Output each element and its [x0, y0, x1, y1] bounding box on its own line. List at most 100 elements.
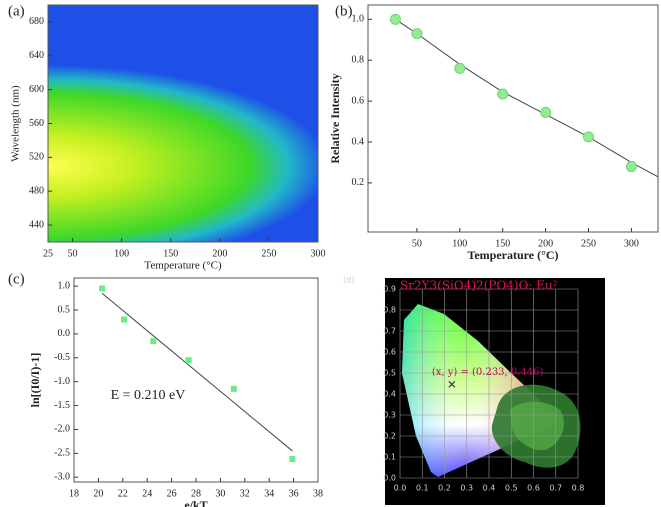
y-tick-label: 0.2 — [352, 177, 365, 188]
x-tick-label: 30 — [215, 488, 225, 499]
y-tick-label: 0.4 — [352, 136, 365, 147]
x-tick-label: 28 — [191, 488, 201, 499]
data-point — [121, 316, 128, 323]
y-tick-label: 440 — [29, 219, 44, 230]
y-tick-label: 0.6 — [383, 348, 396, 357]
x-tick-label: 26 — [167, 488, 177, 499]
x-tick-label: 0.6 — [527, 484, 540, 493]
data-point — [185, 357, 192, 364]
x-tick-label: 24 — [142, 488, 152, 499]
y-tick-label: 560 — [29, 118, 44, 129]
y-tick-label: 640 — [29, 50, 44, 61]
sample-photo-highlight — [510, 401, 565, 451]
y-tick-label: 0.6 — [352, 95, 365, 106]
y-tick-label: -1.0 — [54, 376, 70, 387]
y-axis-label: Wavelength (nm) — [10, 85, 22, 162]
y-tick-label: -2.0 — [54, 424, 70, 435]
y-tick-label: 520 — [29, 152, 44, 163]
plot-frame — [73, 277, 319, 483]
y-tick-label: 0.0 — [58, 328, 71, 339]
panel-b: (b) 50 100 150 200 250 300 0.2 0.4 0.6 0.8 1.0 Tempe… — [328, 3, 659, 262]
x-tick-label: 32 — [240, 488, 250, 499]
data-point — [289, 456, 296, 463]
y-tick-label: -2.5 — [54, 448, 70, 459]
x-tick-label: 200 — [538, 238, 553, 249]
x-tick-label: 34 — [264, 488, 274, 499]
y-tick-label: 0.5 — [58, 304, 71, 315]
x-tick-label: 0.3 — [460, 484, 473, 493]
x-tick-label: 200 — [212, 248, 227, 259]
x-axis-label: e/kT — [184, 498, 207, 507]
plot-frame — [367, 4, 659, 233]
x-axis-label: Temperature (°C) — [144, 260, 222, 272]
annotation: (x, y) = (0.233, 0.446) — [432, 367, 544, 378]
data-point — [540, 106, 552, 118]
y-tick-label: -3.0 — [54, 472, 70, 483]
data-point — [454, 62, 466, 74]
y-tick-label: 0.0 — [383, 474, 396, 483]
y-tick-label: 600 — [29, 84, 44, 95]
chromaticity-point — [448, 380, 456, 388]
y-tick-label: 0.2 — [383, 432, 396, 441]
x-tick-label: 0.4 — [483, 484, 496, 493]
panel-label: (a) — [8, 3, 25, 19]
x-tick-label: 0.0 — [394, 484, 407, 493]
x-tick-label: 150 — [495, 238, 510, 249]
x-tick-label: 36 — [289, 488, 299, 499]
x-tick-label: 18 — [69, 488, 79, 499]
data-point — [497, 88, 509, 100]
x-tick-label: 300 — [624, 238, 639, 249]
y-tick-label: 0.8 — [352, 55, 365, 66]
panel-label: (d) — [343, 276, 354, 285]
fit-line — [395, 18, 659, 178]
y-tick-label: 1.0 — [58, 280, 71, 291]
y-tick-label: 0.3 — [383, 411, 396, 420]
y-tick-label: 0.8 — [383, 306, 396, 315]
x-tick-label: 0.8 — [572, 484, 585, 493]
y-tick-label: -0.5 — [54, 352, 70, 363]
heatmap-field — [48, 5, 318, 242]
data-point — [230, 385, 237, 392]
plot-frame — [47, 4, 319, 243]
y-axis-label: ln[(I0/I)-1] — [28, 353, 42, 408]
y-tick-label: 680 — [29, 16, 44, 27]
x-tick-label: 250 — [261, 248, 276, 259]
y-tick-label: 0.5 — [383, 369, 396, 378]
x-tick-label: 0.7 — [549, 484, 562, 493]
x-tick-label: 300 — [311, 248, 326, 259]
data-point — [150, 338, 157, 345]
y-axis-label: Relative Intensity — [328, 73, 342, 163]
x-tick-label: 20 — [93, 488, 103, 499]
x-tick-label: 250 — [581, 238, 596, 249]
x-tick-label: 0.5 — [505, 484, 518, 493]
y-tick-label: 0.9 — [383, 285, 396, 294]
x-tick-label: 150 — [163, 248, 178, 259]
data-point — [583, 131, 595, 143]
x-tick-label: 50 — [412, 238, 422, 249]
x-tick-label: 100 — [114, 248, 129, 259]
x-axis-label: Temperature (°C) — [467, 248, 558, 262]
panel-label: (c) — [8, 271, 25, 287]
panel-label: (b) — [335, 3, 353, 19]
data-point — [389, 13, 401, 25]
data-point — [625, 161, 637, 173]
x-tick-label: 100 — [452, 238, 467, 249]
y-tick-label: 0.1 — [383, 453, 396, 462]
y-tick-label: -1.5 — [54, 400, 70, 411]
x-tick-label: 38 — [313, 488, 323, 499]
fit-line — [101, 292, 293, 452]
panel-c: (c) 18 20 22 24 26 28 30 32 34 36 38 -3.0 -2.5 -2.0 -1.… — [8, 271, 323, 507]
y-tick-label: 0.4 — [383, 390, 396, 399]
y-tick-label: 480 — [29, 186, 44, 197]
x-tick-label: 0.1 — [416, 484, 429, 493]
annotation: E = 0.210 eV — [111, 388, 186, 403]
x-tick-label: 0.2 — [438, 484, 451, 493]
x-tick-label: 25 — [43, 248, 53, 259]
x-tick-label: 22 — [118, 488, 128, 499]
data-point — [99, 285, 106, 292]
y-tick-label: 0.7 — [383, 327, 396, 336]
chart-title: Sr2Y3(SiO4)2(PO4)O: Eu² — [400, 279, 558, 293]
data-point — [411, 28, 423, 40]
panel-d: (d) 0.0 0.1 0.2 0.3 0.4 0.5 0.6 0.7 0.8 0.0 0.1 0.2 0… — [343, 276, 605, 505]
